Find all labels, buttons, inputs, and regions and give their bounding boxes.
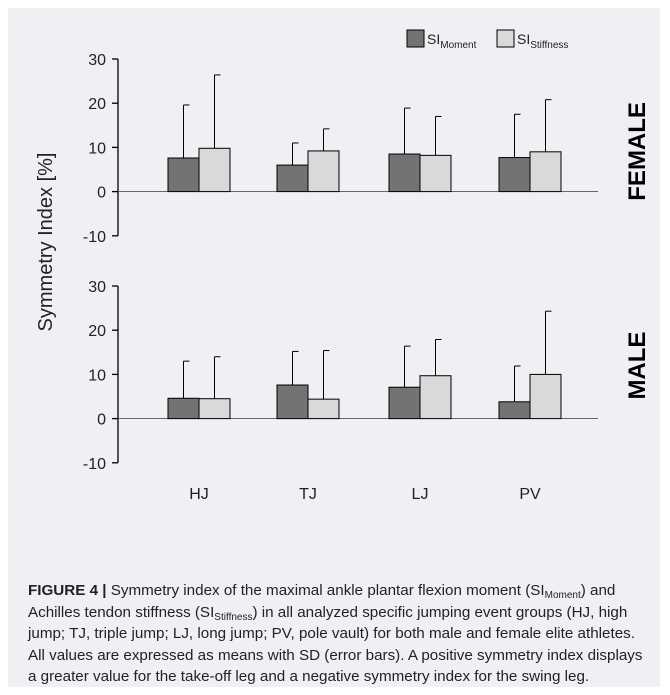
- y-tick-label: -10: [83, 229, 106, 246]
- bar-stiffness-pv: [529, 151, 562, 193]
- y-tick-label: 30: [88, 279, 106, 296]
- bar-stiffness-lj: [419, 375, 452, 420]
- bar-stiffness-hj: [198, 398, 231, 420]
- legend-moment-label: SIMoment: [427, 31, 477, 51]
- caption-text-2: ) and Achilles tendon stiffness (SI: [28, 582, 616, 621]
- bar-moment-tj: [276, 384, 309, 420]
- caption-sub-moment: Moment: [544, 590, 581, 601]
- bar-stiffness-lj: [419, 154, 452, 193]
- y-tick-label: 0: [97, 185, 106, 202]
- y-tick-label: 20: [88, 96, 106, 113]
- bar-moment-hj: [167, 397, 200, 420]
- legend-stiffness-label: SIStiffness: [517, 31, 568, 51]
- legend-moment-swatch: [406, 29, 425, 48]
- x-tick-label-lj: LJ: [412, 486, 429, 503]
- figure-panel: [8, 8, 660, 687]
- panel-female: 30 20 10 0 -10 FEMALE: [83, 52, 651, 246]
- y-tick-label: 20: [88, 323, 106, 340]
- x-tick-label-tj: TJ: [299, 486, 317, 503]
- bar-moment-pv: [498, 157, 531, 193]
- y-tick-label: 30: [88, 52, 106, 69]
- bar-chart: Symmetry Index [%] SIMoment SIStiffness 30 2…: [35, 29, 651, 503]
- bar-moment-tj: [276, 164, 309, 193]
- legend-stiffness-swatch: [496, 29, 515, 48]
- caption-sub-stiffness: Stiffness: [214, 611, 253, 623]
- bar-stiffness-tj: [307, 398, 340, 420]
- bar-stiffness-tj: [307, 150, 340, 193]
- panel-label-male: MALE: [624, 332, 651, 400]
- bar-moment-lj: [388, 386, 421, 420]
- y-axis-label: Symmetry Index [%]: [35, 153, 57, 332]
- panel-male: 30 20 10 0 -10 MALE: [83, 279, 651, 473]
- bar-moment-hj: [167, 157, 200, 193]
- figure-caption: FIGURE 4 | Symmetry index of the maximal…: [28, 580, 643, 688]
- bar-moment-pv: [498, 401, 531, 420]
- x-tick-label-pv: PV: [519, 486, 541, 503]
- bar-moment-lj: [388, 153, 421, 193]
- y-tick-label: 0: [97, 412, 106, 429]
- y-tick-label: 10: [88, 140, 106, 157]
- bar-stiffness-hj: [198, 147, 231, 193]
- bar-stiffness-pv: [529, 373, 562, 420]
- figure-label: FIGURE 4 |: [28, 582, 107, 599]
- x-tick-label-hj: HJ: [189, 486, 209, 503]
- caption-text-3: ) in all analyzed specific jumping event…: [28, 603, 643, 686]
- y-tick-label: -10: [83, 456, 106, 473]
- y-tick-label: 10: [88, 367, 106, 384]
- panel-label-female: FEMALE: [624, 102, 651, 201]
- caption-text-1: Symmetry index of the maximal ankle plan…: [106, 582, 545, 599]
